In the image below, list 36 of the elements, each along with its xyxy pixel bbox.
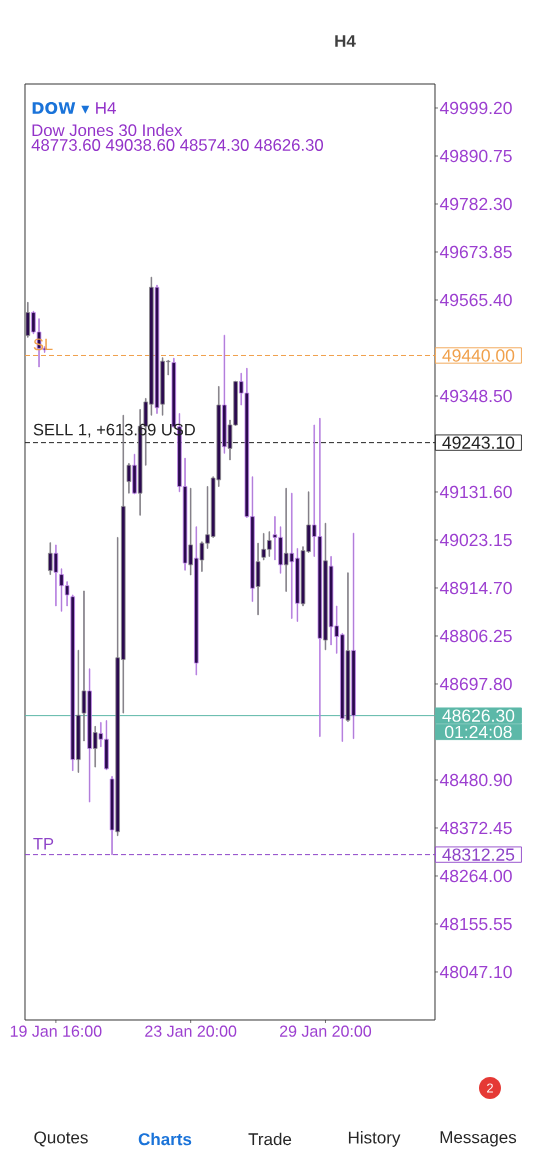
y-tick-label: 48806.25 [439, 629, 512, 643]
y-tick-label: 49999.20 [439, 101, 512, 115]
text: 48312.25 [442, 848, 515, 861]
y-tick-label: 48914.70 [439, 581, 512, 595]
text: Charts [138, 1132, 192, 1146]
text: DOW ▾ [32, 101, 90, 115]
text: 01:24:08 [445, 725, 512, 739]
annotation: 48773.60 49038.60 48574.30 48626.30 [31, 139, 324, 151]
annotation: Dow Jones 30 Index [32, 123, 183, 137]
text: H4 [335, 35, 356, 47]
y-tick-label: 48155.55 [439, 917, 512, 931]
y-tick-label: 48480.90 [439, 773, 512, 787]
y-tick-label: 49131.60 [439, 485, 512, 499]
x-tick-label: 19 Jan 16:00 [10, 1025, 102, 1037]
text: 49440.00 [442, 349, 515, 362]
x-tick-label: 29 Jan 20:00 [280, 1025, 372, 1037]
y-tick-label: 49890.75 [439, 149, 512, 163]
text: 48626.30 [442, 709, 515, 722]
y-tick-label: 48047.10 [439, 965, 512, 979]
y-tick-label: 49782.30 [439, 197, 512, 211]
text: 49243.10 [442, 436, 515, 449]
text: Trade [248, 1132, 292, 1146]
y-tick-label: 49673.85 [439, 245, 512, 259]
text: 2 [487, 1083, 493, 1093]
text: H4 [96, 102, 116, 114]
y-tick-label: 48372.45 [439, 821, 512, 835]
y-tick-label: 49348.50 [439, 389, 512, 403]
y-tick-label: 48264.00 [439, 869, 512, 883]
text: Messages [440, 1131, 517, 1147]
text: Quotes [34, 1131, 88, 1147]
x-tick-label: 23 Jan 20:00 [145, 1025, 237, 1037]
ref-line-label: TP [33, 838, 54, 850]
y-tick-label: 49023.15 [439, 533, 512, 547]
text: History [348, 1131, 401, 1147]
y-tick-label: 49565.40 [439, 293, 512, 307]
y-tick-label: 48697.80 [439, 677, 512, 691]
